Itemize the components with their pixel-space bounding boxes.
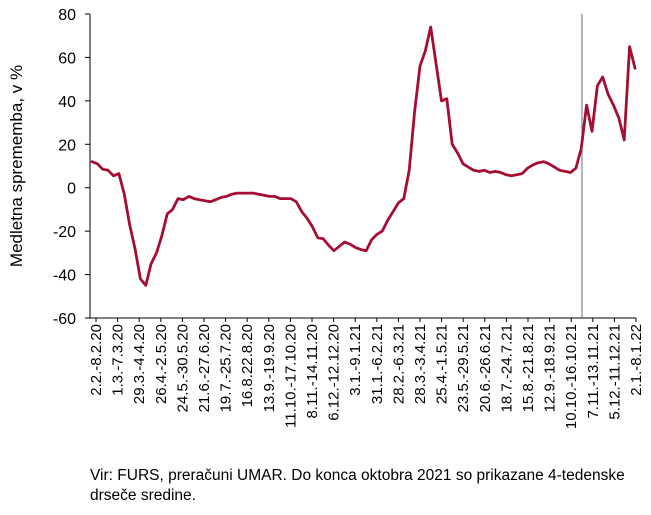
- source-note: Vir: FURS, preračuni UMAR. Do konca okto…: [90, 467, 625, 504]
- y-tick-label: 0: [67, 181, 76, 198]
- y-tick-label: 20: [58, 137, 76, 154]
- y-tick-label: 80: [58, 7, 76, 24]
- x-tick-label: 23.5.-29.5.21: [455, 324, 472, 412]
- x-tick-label: 25.4.-1.5.21: [434, 324, 451, 404]
- x-tick-label: 19.7.-25.7.20: [218, 324, 235, 412]
- x-tick-label: 18.7.-24.7.21: [498, 324, 515, 412]
- x-tick-label: 31.1.-6.2.21: [369, 324, 386, 404]
- y-tick-label: -60: [53, 311, 76, 328]
- x-tick-label: 3.1.-9.1.21: [347, 324, 364, 396]
- x-tick-label: 28.3.-3.4.21: [412, 324, 429, 404]
- x-tick-label: 24.5.-30.5.20: [174, 324, 191, 412]
- x-tick-label: 6.12.-12.12.20: [326, 324, 343, 421]
- x-tick-label: 16.8.22.8.20: [239, 324, 256, 407]
- x-tick-label: 15.8.-21.8.21: [520, 324, 537, 412]
- y-axis-tick-labels: 80 60 40 20 0 -20 -40 -60: [53, 7, 76, 328]
- x-axis-ticks: [95, 318, 637, 322]
- line-chart: 80 60 40 20 0 -20 -40 -60 2.2.-8.2.20 1.3.-7.3.2…: [7, 7, 645, 429]
- series-line: [90, 25, 637, 287]
- x-tick-label: 7.11.-13.11.21: [585, 324, 602, 419]
- y-axis-ticks: [85, 13, 90, 319]
- x-tick-label: 12.9.-18.9.21: [542, 324, 559, 412]
- y-tick-label: -40: [53, 268, 76, 285]
- x-tick-label: 26.4.-2.5.20: [153, 324, 170, 404]
- x-tick-label: 28.2.-6.3.21: [390, 324, 407, 404]
- y-axis-label: Medletna sprememba, v %: [7, 65, 26, 267]
- x-tick-label: 8.11.-14.11.20: [304, 324, 321, 419]
- x-tick-label: 20.6.-26.6.21: [477, 324, 494, 412]
- x-axis-tick-labels: 2.2.-8.2.20 1.3.-7.3.20 29.3.-4.4.20 26.4.-…: [88, 324, 645, 429]
- x-tick-label: 13.9.-19.9.20: [261, 324, 278, 412]
- x-tick-label: 2.1.-8.1.22: [628, 324, 645, 396]
- y-tick-label: 60: [58, 50, 76, 67]
- x-tick-label: 21.6.-27.6.20: [196, 324, 213, 412]
- x-tick-label: 29.3.-4.4.20: [131, 324, 148, 404]
- x-tick-label: 10.10.-16.10.21: [563, 324, 580, 429]
- y-tick-label: -20: [53, 224, 76, 241]
- x-tick-label: 5.12.-11.12.21: [606, 324, 623, 420]
- x-tick-label: 11.10.-17.10.20: [282, 324, 299, 428]
- x-tick-label: 2.2.-8.2.20: [88, 324, 105, 396]
- y-tick-label: 40: [58, 94, 76, 111]
- x-tick-label: 1.3.-7.3.20: [110, 324, 127, 396]
